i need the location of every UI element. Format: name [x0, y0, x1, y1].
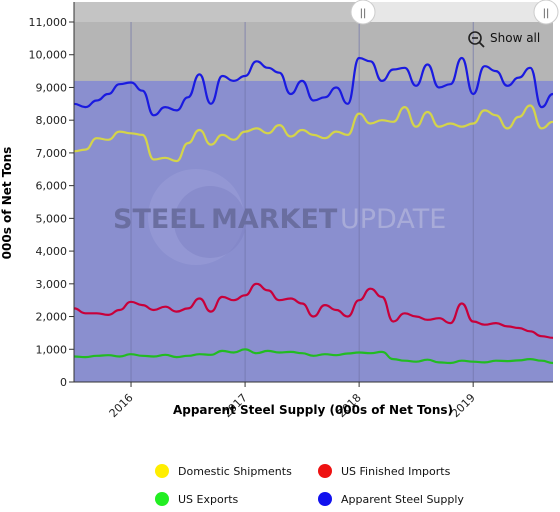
y-axis-title: 000s of Net Tons [0, 147, 14, 260]
y-tick-label: 4,000 [36, 245, 68, 258]
legend-label[interactable]: US Finished Imports [341, 465, 451, 478]
zoom-out-icon-handle [478, 41, 485, 48]
y-tick-label: 5,000 [36, 212, 68, 225]
navigator-handle-left-knob[interactable] [350, 0, 376, 25]
navigator-handle-left[interactable]: || [350, 0, 376, 25]
watermark-word-update: UPDATE [340, 204, 446, 235]
navigator-handle-right-grip: || [543, 8, 550, 19]
y-tick-label: 1,000 [36, 343, 68, 356]
y-tick-label: 3,000 [36, 278, 68, 291]
y-tick-label: 6,000 [36, 180, 68, 193]
legend-marker[interactable] [318, 464, 332, 478]
y-tick-label: 0 [60, 376, 67, 389]
series-line-us-finished-imports[interactable] [73, 282, 554, 339]
series-line-us-exports[interactable] [73, 348, 554, 365]
series-line-domestic-shipments[interactable] [73, 104, 554, 163]
y-tick-label: 9,000 [36, 81, 68, 94]
y-tick-label: 10,000 [29, 49, 68, 62]
watermark-circle-inner [174, 186, 246, 258]
legend-marker[interactable] [155, 464, 169, 478]
watermark-word-market: MARKET [211, 204, 338, 235]
legend-marker[interactable] [155, 492, 169, 506]
watermark-word-steel: STEEL [113, 204, 205, 235]
y-tick-label: 8,000 [36, 114, 68, 127]
y-tick-label: 11,000 [29, 16, 68, 29]
watermark-logo: STEEL MARKET UPDATE [113, 169, 446, 265]
show-all-label[interactable]: Show all [490, 31, 540, 45]
y-tick-label: 2,000 [36, 311, 68, 324]
legend: Domestic Shipments US Finished Imports US … [155, 464, 464, 506]
series-line-apparent-steel-supply[interactable] [73, 56, 554, 117]
zoom-out-icon[interactable] [468, 31, 482, 45]
series-lines [73, 56, 554, 365]
x-axis-title: Apparent Steel Supply (000s of Net Tons) [173, 403, 453, 417]
legend-label[interactable]: US Exports [178, 493, 239, 506]
legend-label[interactable]: Apparent Steel Supply [341, 493, 464, 506]
y-tick-label: 7,000 [36, 147, 68, 160]
show-all-button[interactable]: Show all [468, 31, 540, 48]
legend-marker[interactable] [318, 492, 332, 506]
navigator-handle-right-knob[interactable] [533, 0, 559, 25]
x-tick-label: 2019 [449, 391, 478, 420]
navigator-handle-right[interactable]: || [533, 0, 559, 25]
navigator-handle-left-grip: || [360, 8, 367, 19]
navigator-track[interactable] [363, 2, 553, 22]
x-tick-label: 2016 [107, 391, 136, 420]
legend-label[interactable]: Domestic Shipments [178, 465, 292, 478]
